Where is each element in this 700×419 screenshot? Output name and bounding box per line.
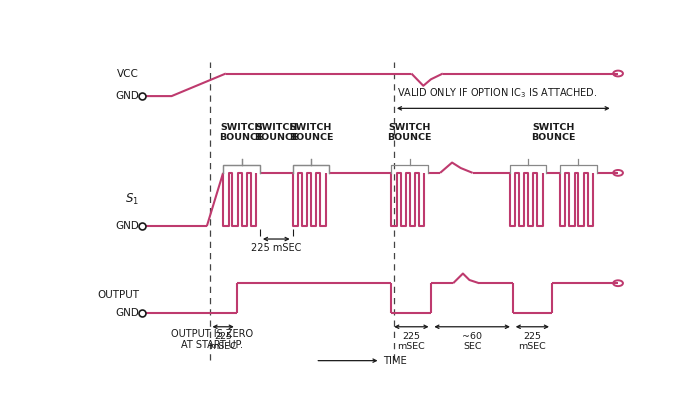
Text: GND: GND	[116, 91, 139, 101]
Text: VALID ONLY IF OPTION IC$_3$ IS ATTACHED.: VALID ONLY IF OPTION IC$_3$ IS ATTACHED.	[397, 86, 597, 100]
Text: 225
mSEC: 225 mSEC	[398, 331, 425, 351]
Text: 225 mSEC: 225 mSEC	[251, 243, 302, 253]
Text: GND: GND	[116, 308, 139, 318]
Text: VCC: VCC	[117, 69, 139, 78]
Text: SWITCH
BOUNCE: SWITCH BOUNCE	[531, 123, 575, 142]
Text: SWITCH
BOUNCE: SWITCH BOUNCE	[254, 123, 298, 142]
Text: 225
mSEC: 225 mSEC	[519, 331, 546, 351]
Text: 225
mSEC: 225 mSEC	[209, 331, 237, 351]
Text: OUTPUT IS ZERO
AT START-UP.: OUTPUT IS ZERO AT START-UP.	[172, 329, 253, 350]
Text: OUTPUT: OUTPUT	[97, 290, 139, 300]
Text: $S_1$: $S_1$	[125, 192, 139, 207]
Text: TIME: TIME	[383, 356, 407, 366]
Text: SWITCH
BOUNCE: SWITCH BOUNCE	[219, 123, 264, 142]
Text: SWITCH
BOUNCE: SWITCH BOUNCE	[289, 123, 333, 142]
Text: SWITCH
BOUNCE: SWITCH BOUNCE	[388, 123, 432, 142]
Text: ~60
SEC: ~60 SEC	[462, 331, 482, 351]
Text: GND: GND	[116, 221, 139, 231]
